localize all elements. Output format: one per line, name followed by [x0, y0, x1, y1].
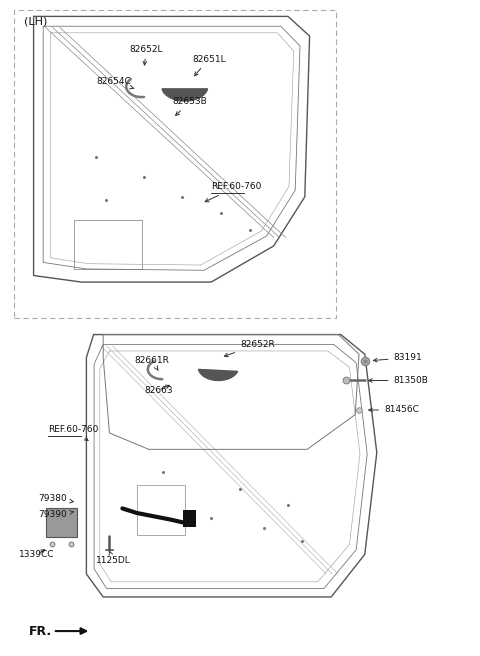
Text: 82652L: 82652L	[130, 45, 163, 65]
Text: 83191: 83191	[373, 353, 422, 362]
Text: REF.60-760: REF.60-760	[205, 182, 262, 202]
Text: REF.60-760: REF.60-760	[48, 425, 98, 441]
Text: 81350B: 81350B	[369, 376, 429, 385]
Text: 82653B: 82653B	[173, 97, 207, 115]
Text: FR.: FR.	[29, 625, 52, 638]
Polygon shape	[162, 89, 207, 101]
Text: 79380: 79380	[38, 494, 73, 503]
Text: 82663: 82663	[144, 385, 173, 395]
Text: (LH): (LH)	[24, 16, 48, 26]
FancyBboxPatch shape	[46, 508, 77, 537]
Text: 82651L: 82651L	[192, 54, 226, 76]
Text: 79390: 79390	[38, 510, 73, 520]
Polygon shape	[199, 369, 238, 380]
Text: 1339CC: 1339CC	[19, 550, 55, 559]
Text: 82652R: 82652R	[225, 340, 275, 357]
FancyBboxPatch shape	[183, 510, 196, 527]
Text: 81456C: 81456C	[369, 405, 419, 415]
Text: 82654C: 82654C	[96, 77, 134, 89]
Text: 82661R: 82661R	[134, 356, 169, 371]
Text: 1125DL: 1125DL	[96, 551, 131, 565]
